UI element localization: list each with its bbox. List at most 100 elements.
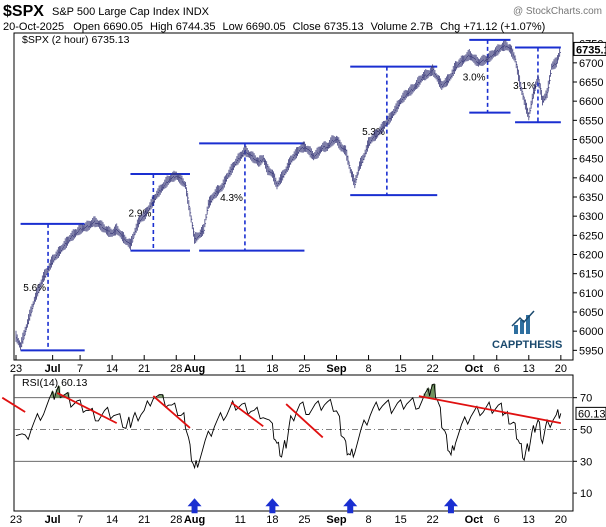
price-y-tick-label: 6650 bbox=[579, 77, 603, 89]
percent-label: 3.0% bbox=[463, 72, 486, 83]
x-tick-label: 15 bbox=[394, 363, 406, 375]
bar-chart-icon bbox=[511, 310, 535, 334]
x-tick-label: Aug bbox=[184, 363, 205, 375]
price-y-tick-label: 6050 bbox=[579, 307, 603, 319]
x-tick-label-bottom: 20 bbox=[555, 514, 567, 526]
price-y-tick-label: 5950 bbox=[579, 345, 603, 357]
rsi-y-axis: 70 50 30 10 bbox=[573, 393, 592, 500]
x-tick-label-bottom: Jul bbox=[45, 514, 61, 526]
x-tick-label-bottom: 13 bbox=[523, 514, 535, 526]
rsi-panel-frame bbox=[13, 374, 574, 512]
rsi-grid bbox=[14, 397, 573, 462]
price-y-tick-label: 6150 bbox=[579, 269, 603, 281]
overbought-fill bbox=[431, 384, 435, 398]
rsi-trendline bbox=[285, 403, 324, 439]
up-arrow-icon bbox=[343, 498, 358, 514]
price-y-tick-label: 6200 bbox=[579, 250, 603, 262]
rsi-y-tick-label: 50 bbox=[580, 424, 592, 436]
x-tick-label: Oct bbox=[465, 363, 484, 375]
percent-label: 5.6% bbox=[23, 283, 46, 294]
up-arrow-icon bbox=[265, 498, 280, 514]
rsi-y-tick-label: 30 bbox=[580, 456, 592, 468]
overbought-fill bbox=[54, 393, 58, 398]
percent-label: 5.3% bbox=[362, 127, 385, 138]
overbought-fill bbox=[57, 386, 61, 398]
price-y-tick-label: 6250 bbox=[579, 230, 603, 242]
price-legend: $SPX (2 hour) 6735.13 bbox=[22, 34, 130, 46]
x-tick-label-bottom: Sep bbox=[326, 514, 346, 526]
last-price-tag: 6735.1 bbox=[573, 41, 606, 56]
x-tick-label: 23 bbox=[10, 363, 22, 375]
overbought-fill bbox=[428, 395, 432, 398]
x-tick-label: 25 bbox=[298, 363, 310, 375]
up-arrow-icon bbox=[443, 498, 458, 514]
x-tick-label-bottom: 15 bbox=[394, 514, 406, 526]
x-tick-label-bottom: 14 bbox=[106, 514, 118, 526]
percent-label: 2.9% bbox=[129, 208, 152, 219]
x-tick-label: 18 bbox=[266, 363, 278, 375]
overbought-fill bbox=[157, 394, 161, 398]
price-y-tick-label: 6000 bbox=[579, 326, 603, 338]
rsi-trendline bbox=[152, 395, 191, 429]
percent-label: 4.3% bbox=[220, 193, 243, 204]
rsi-y-tick-label: 70 bbox=[580, 393, 592, 405]
x-tick-label: 6 bbox=[494, 363, 500, 375]
rsi-trendline bbox=[230, 401, 264, 428]
x-tick-label-bottom: 23 bbox=[10, 514, 22, 526]
x-tick-label-bottom: 21 bbox=[138, 514, 150, 526]
rsi-trendline bbox=[1, 396, 26, 413]
price-annotations: 5.6% 2.9% 4.3% 5.3% 3.0% 3.1% bbox=[20, 38, 561, 352]
last-rsi-tag: 60.13 bbox=[575, 406, 606, 420]
x-axis: 23 Jul 7 14 21 28 Aug 11 18 25 Sep 8 15 22 Oct 6 13 20 bbox=[10, 363, 567, 375]
logo-text: CAPPTHESIS bbox=[492, 339, 562, 351]
x-axis-bottom: 23 Jul 7 14 21 28 Aug 11 18 25 Sep 8 15 22 Oct 6 13 20 bbox=[10, 514, 567, 526]
x-tick-label-bottom: Aug bbox=[184, 514, 205, 526]
x-tick-label: 28 bbox=[170, 363, 182, 375]
x-tick-label: 22 bbox=[427, 363, 439, 375]
x-tick-label: 20 bbox=[555, 363, 567, 375]
overbought-fill bbox=[423, 393, 427, 398]
x-tick-label: 21 bbox=[138, 363, 150, 375]
rsi-trendlines bbox=[1, 392, 562, 439]
x-tick-label: 11 bbox=[235, 363, 246, 375]
svg-text:60.13: 60.13 bbox=[578, 408, 606, 420]
price-series bbox=[15, 39, 561, 351]
x-tick-label-bottom: 8 bbox=[365, 514, 371, 526]
up-arrow-icon bbox=[187, 498, 202, 514]
price-y-tick-label: 6700 bbox=[579, 58, 603, 70]
x-tick-label: 14 bbox=[106, 363, 118, 375]
overbought-fill bbox=[154, 396, 158, 398]
rsi-legend: RSI(14) 60.13 bbox=[22, 377, 88, 389]
x-tick-label: 8 bbox=[365, 363, 371, 375]
header-watermark: @ StockCharts.com bbox=[513, 6, 602, 17]
price-y-tick-label: 6100 bbox=[579, 288, 603, 300]
x-tick-label-bottom: 7 bbox=[77, 514, 83, 526]
x-tick-label-bottom: Oct bbox=[465, 514, 484, 526]
x-tick-label: Jul bbox=[45, 363, 61, 375]
x-tick-label-bottom: 18 bbox=[266, 514, 278, 526]
x-tick-label: 13 bbox=[523, 363, 535, 375]
price-panel-frame bbox=[13, 32, 574, 361]
header-ohlc: 20-Oct-2025 Open 6690.05 High 6744.35 Lo… bbox=[3, 21, 545, 33]
price-y-tick-label: 6500 bbox=[579, 135, 603, 147]
percent-label: 3.1% bbox=[513, 81, 536, 92]
overbought-fill bbox=[432, 384, 436, 398]
overbought-fill bbox=[51, 391, 55, 398]
price-y-axis: 5950 6000 6050 6100 6150 6200 6250 6300 6350 6400… bbox=[573, 39, 603, 357]
header-name: S&P 500 Large Cap Index INDX bbox=[52, 6, 210, 18]
svg-text:6735.1: 6735.1 bbox=[576, 44, 606, 56]
rsi-trendline bbox=[56, 392, 118, 424]
price-y-tick-label: 6550 bbox=[579, 115, 603, 127]
overbought-fill bbox=[426, 388, 430, 398]
x-tick-label-bottom: 25 bbox=[298, 514, 310, 526]
price-y-tick-label: 6300 bbox=[579, 211, 603, 223]
x-tick-label-bottom: 6 bbox=[494, 514, 500, 526]
header-symbol: $SPX bbox=[3, 3, 44, 20]
price-y-tick-label: 6350 bbox=[579, 192, 603, 204]
price-y-tick-label: 6600 bbox=[579, 96, 603, 108]
x-tick-label: Sep bbox=[326, 363, 346, 375]
rsi-arrows bbox=[187, 498, 458, 514]
x-tick-label-bottom: 11 bbox=[235, 514, 246, 526]
x-tick-label-bottom: 28 bbox=[170, 514, 182, 526]
